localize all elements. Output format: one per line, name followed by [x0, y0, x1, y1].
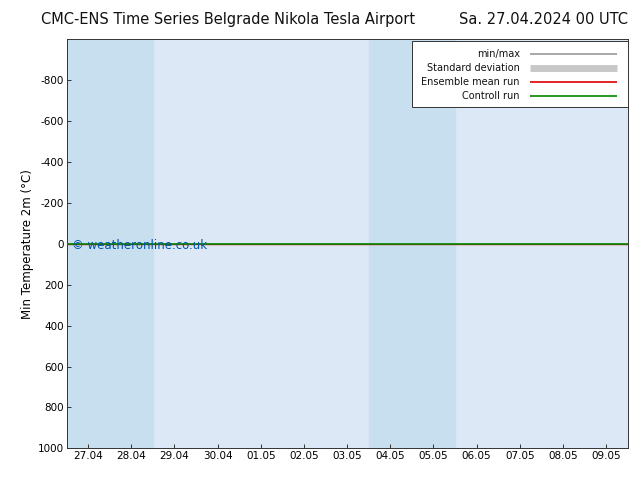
Text: Controll run: Controll run [462, 92, 520, 101]
Text: Standard deviation: Standard deviation [427, 63, 520, 73]
Text: Sa. 27.04.2024 00 UTC: Sa. 27.04.2024 00 UTC [458, 12, 628, 27]
Bar [110, 39, 153, 448]
Bar [369, 39, 412, 448]
Bar [412, 39, 455, 448]
Text: Ensemble mean run: Ensemble mean run [421, 77, 520, 87]
Text: min/max: min/max [477, 49, 520, 58]
Text: CMC-ENS Time Series Belgrade Nikola Tesla Airport: CMC-ENS Time Series Belgrade Nikola Tesl… [41, 12, 415, 27]
Y-axis label: Min Temperature 2m (°C): Min Temperature 2m (°C) [20, 169, 34, 318]
FancyBboxPatch shape [411, 41, 628, 107]
Bar [67, 39, 110, 448]
Text: © weatheronline.co.uk: © weatheronline.co.uk [72, 239, 207, 252]
